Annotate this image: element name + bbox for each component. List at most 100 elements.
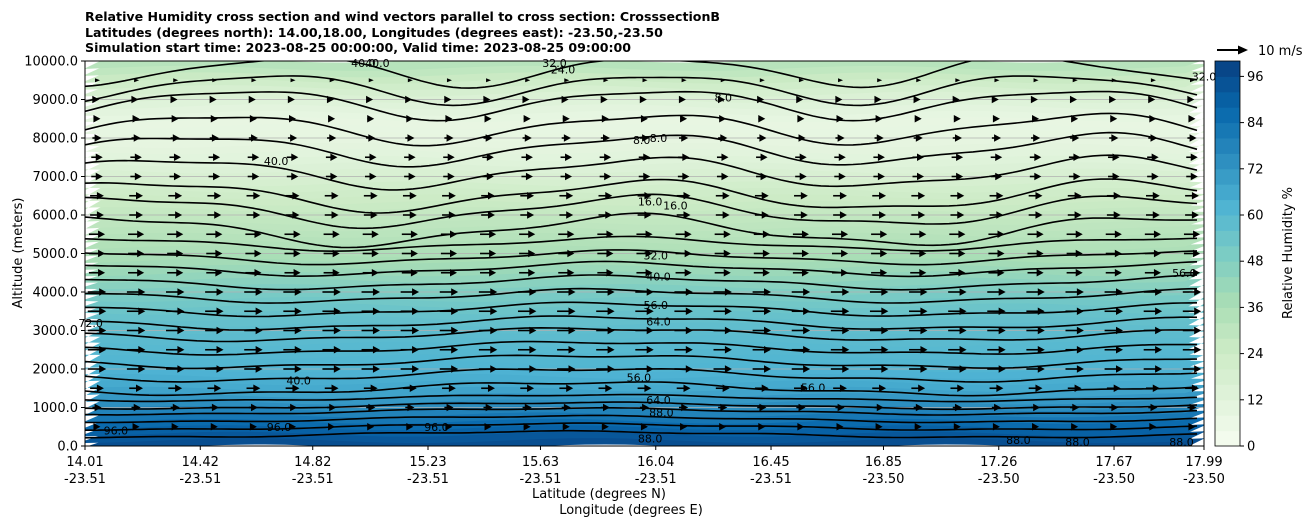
wind-arrow-head <box>642 134 650 142</box>
contour-label: 96.0 <box>104 425 129 438</box>
wind-arrow-head <box>293 268 301 277</box>
wind-arrow-head <box>213 172 221 181</box>
wind-arrow-head <box>803 288 811 296</box>
wind-arrow-head <box>881 326 889 335</box>
wind-arrow-head <box>762 230 770 239</box>
wind-arrow-head <box>451 326 459 335</box>
wind-arrow-head <box>877 153 885 162</box>
x-axis: 14.01 -23.51 14.42 -23.51 14.82 -23.51 15.23 -2… <box>64 446 1225 487</box>
contour-line <box>85 212 1198 249</box>
wind-arrow-head <box>1076 326 1084 335</box>
quiver-key-arrowhead <box>1238 45 1248 55</box>
wind-arrow-head <box>131 95 139 104</box>
wind-arrow-head <box>835 95 843 104</box>
wind-arrow-head <box>760 153 768 162</box>
wind-arrow-head <box>604 172 612 181</box>
colorbar-segment <box>1215 399 1240 416</box>
wind-arrow-head <box>606 230 614 239</box>
x-tick-label-lat: 16.85 <box>865 455 902 470</box>
wind-arrow-head <box>1030 95 1038 104</box>
wind-arrow-head <box>1032 422 1040 431</box>
wind-arrow-head <box>255 365 263 373</box>
wind-arrow-head <box>837 134 845 142</box>
wind-arrow-head <box>446 403 454 412</box>
wind-arrow-head <box>644 191 652 200</box>
wind-arrow-head <box>444 95 452 104</box>
wind-arrow-head <box>485 403 493 412</box>
wind-arrow-head <box>487 211 495 219</box>
wind-arrow <box>877 78 883 83</box>
wind-arrow-head <box>1115 307 1123 316</box>
wind-arrow-head <box>1190 153 1198 162</box>
wind-arrow-head <box>642 403 650 412</box>
wind-arrow-head <box>331 384 339 393</box>
wind-arrow-head <box>407 134 415 142</box>
wind-arrow-head <box>95 172 103 181</box>
wind-arrow-head <box>1072 403 1080 412</box>
wind-arrow-head <box>99 288 107 296</box>
wind-arrow-head <box>214 191 222 200</box>
colorbar-label: Relative Humidity % <box>1281 187 1296 319</box>
contour-label: 40.0 <box>264 155 289 168</box>
wind-arrow-head <box>523 114 531 123</box>
wind-arrow-head <box>645 268 653 277</box>
wind-arrow-head <box>919 249 927 258</box>
y-tick-label: 1000.0 <box>33 401 79 416</box>
wind-arrow-head <box>953 422 961 431</box>
wind-arrow-head <box>605 384 613 393</box>
wind-arrow-head <box>450 268 458 277</box>
wind-arrow-head <box>1075 230 1083 239</box>
wind-arrow-head <box>758 114 766 123</box>
wind-arrow-head <box>1037 288 1045 296</box>
wind-arrow-head <box>137 230 145 239</box>
contour-line <box>85 414 1198 424</box>
wind-arrow-head <box>682 172 690 181</box>
wind-arrow <box>134 78 140 83</box>
wind-arrow <box>916 78 922 83</box>
y-tick-label: 2000.0 <box>33 363 79 378</box>
wind-arrow-head <box>724 307 732 316</box>
wind-arrow-head <box>1153 249 1161 258</box>
wind-arrow-head <box>803 307 811 316</box>
title-line-2: Latitudes (degrees north): 14.00,18.00, … <box>85 24 663 40</box>
wind-arrow-head <box>953 114 961 123</box>
wind-arrow-head <box>406 422 414 431</box>
wind-arrow-head <box>958 230 966 239</box>
wind-arrow-head <box>841 268 849 277</box>
wind-arrow-head <box>601 114 609 123</box>
wind-arrow-head <box>1036 230 1044 239</box>
contour-label: 88.0 <box>1169 436 1194 449</box>
wind-arrow-head <box>253 191 261 200</box>
wind-arrow-head <box>255 288 263 296</box>
wind-arrow-head <box>881 365 889 373</box>
wind-arrow-head <box>957 384 965 393</box>
wind-arrow-head <box>93 422 101 431</box>
wind-arrow-head <box>566 384 574 393</box>
wind-arrow-head <box>1035 191 1043 200</box>
wind-arrow-head <box>96 191 104 200</box>
wind-arrow-head <box>1115 365 1123 373</box>
wind-arrow-head <box>1193 268 1201 277</box>
wind-arrow-head <box>210 422 218 431</box>
wind-arrow-head <box>210 114 218 123</box>
x-tick-label-lon: -23.51 <box>407 472 449 487</box>
wind-arrow-head <box>681 134 689 142</box>
x-tick-label-lat: 14.01 <box>66 455 103 470</box>
wind-arrow-head <box>1155 365 1163 373</box>
wind-arrow-head <box>1151 153 1159 162</box>
wind-arrow-head <box>412 326 420 335</box>
wind-arrow-head <box>796 95 804 104</box>
wind-arrow-head <box>565 172 573 181</box>
wind-arrow-head <box>330 172 338 181</box>
wind-arrow-head <box>563 403 571 412</box>
contour-line <box>85 315 1198 331</box>
wind-arrow-head <box>957 191 965 200</box>
wind-arrow-head <box>1148 95 1156 104</box>
wind-arrow-head <box>602 403 610 412</box>
wind-arrow-head <box>333 365 341 373</box>
quiver-key: 10 m/s <box>1217 44 1303 59</box>
wind-arrow-head <box>875 422 883 431</box>
wind-arrow-head <box>566 211 574 219</box>
colorbar-segment <box>1215 245 1240 262</box>
wind-arrow-head <box>915 134 923 142</box>
